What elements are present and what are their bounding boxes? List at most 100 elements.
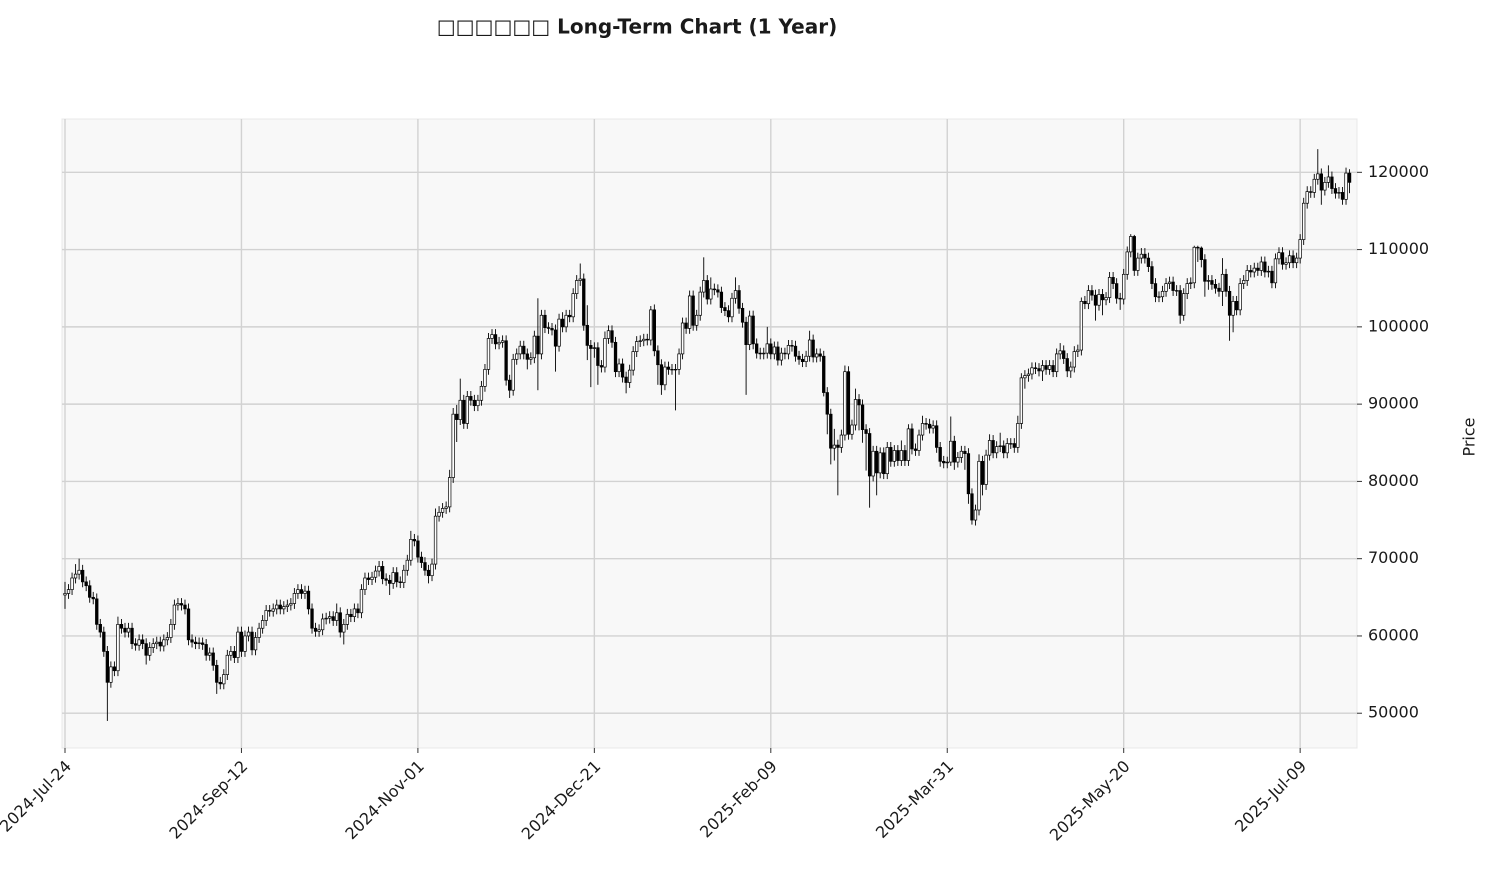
candle-body <box>1104 297 1108 301</box>
candle-body <box>388 579 392 584</box>
candle-body <box>885 447 889 475</box>
candle-body <box>846 371 851 435</box>
candle-body <box>380 566 385 580</box>
candle-body <box>772 346 776 355</box>
candle-body <box>1040 365 1045 372</box>
candle-body <box>793 345 798 357</box>
candle-body <box>716 289 720 293</box>
candle-body <box>1330 176 1334 189</box>
candle-body <box>1217 287 1221 292</box>
candle-body <box>91 596 95 600</box>
candle-body <box>896 450 900 461</box>
candle-body <box>744 321 748 345</box>
candle-body <box>1256 267 1260 271</box>
candle-body <box>176 603 180 606</box>
candle-body <box>627 369 632 383</box>
candle-body <box>352 608 357 617</box>
candle-body <box>892 450 896 462</box>
candle-body <box>243 635 247 652</box>
candle-body <box>151 643 155 648</box>
candle-body <box>702 280 706 293</box>
candle-body <box>342 624 346 633</box>
candle-body <box>680 322 685 355</box>
candle-body <box>882 452 886 475</box>
candle-body <box>395 572 399 583</box>
candle-body <box>292 593 297 604</box>
candle-body <box>751 315 755 345</box>
candle-body <box>942 460 946 464</box>
candle-body <box>236 631 240 658</box>
candle-body <box>1090 290 1094 296</box>
candle-body <box>582 278 586 326</box>
candle-body <box>998 445 1002 447</box>
candle-body <box>747 315 752 345</box>
candle-body <box>469 396 473 401</box>
candle-body <box>525 353 529 360</box>
candle-body <box>448 477 452 508</box>
candle-body <box>112 666 117 672</box>
candle-body <box>1347 172 1352 183</box>
candle-body <box>508 379 512 391</box>
candle-body <box>673 369 678 371</box>
candle-body <box>1273 258 1278 284</box>
candle-body <box>430 563 434 577</box>
candle-body <box>906 428 911 461</box>
candle-body <box>239 631 244 652</box>
candle-body <box>313 627 318 632</box>
candle-body <box>860 404 865 430</box>
candle-body <box>98 624 102 633</box>
candle-body <box>1337 192 1341 194</box>
candle-body <box>476 399 480 407</box>
candle-body <box>126 627 131 633</box>
candle-body <box>250 631 254 651</box>
candle-body <box>875 450 879 474</box>
candle-body <box>455 413 459 420</box>
x-tick-label: 2024-Dec-21 <box>518 757 605 844</box>
candle-body <box>920 423 925 436</box>
candle-body <box>515 353 519 360</box>
candle-body <box>695 314 699 326</box>
candle-body <box>229 651 233 656</box>
candle-body <box>426 569 431 577</box>
x-tick-label: 2025-May-20 <box>1046 757 1134 845</box>
candle-body <box>889 447 893 462</box>
plot-area <box>61 118 1358 749</box>
candle-body <box>490 334 494 339</box>
candle-body <box>1199 247 1203 260</box>
candle-body <box>1266 270 1271 273</box>
candle-body <box>1182 293 1186 316</box>
candle-body <box>155 641 159 645</box>
candle-body <box>116 624 120 672</box>
candle-body <box>825 392 829 415</box>
candle-body <box>603 338 607 368</box>
candle-body <box>564 314 568 328</box>
candle-body <box>144 643 148 656</box>
candle-body <box>899 450 904 461</box>
candle-body <box>1238 283 1242 311</box>
candle-body <box>1023 375 1027 379</box>
candle-body <box>984 454 988 485</box>
candle-body <box>677 353 681 370</box>
candle-body <box>1319 173 1323 191</box>
candle-body <box>102 631 106 652</box>
candle-body <box>822 355 826 393</box>
candle-body <box>659 364 664 386</box>
candle-body <box>864 429 868 434</box>
candle-body <box>804 355 808 362</box>
candle-body <box>733 290 738 299</box>
candle-body <box>1224 273 1228 292</box>
candle-body <box>624 376 628 383</box>
candle-body <box>917 434 921 451</box>
candle-body <box>169 624 173 638</box>
candle-body <box>204 644 208 656</box>
candle-body <box>504 340 508 381</box>
candle-body <box>162 639 166 647</box>
y-axis-label: Price <box>1460 417 1479 456</box>
candle-body <box>871 450 875 477</box>
candle-body <box>278 604 282 610</box>
candle-body <box>296 589 300 594</box>
candle-body <box>995 446 999 454</box>
candle-body <box>684 322 688 329</box>
candle-body <box>1323 182 1327 191</box>
